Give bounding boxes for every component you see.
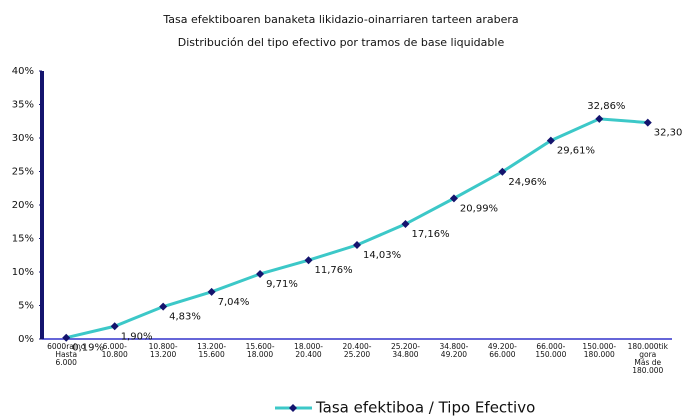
y-tick-label: 15% <box>12 234 34 245</box>
marker <box>643 118 652 127</box>
legend-label: Tasa efektiboa / Tipo Efectivo <box>315 399 535 417</box>
marker <box>401 220 410 229</box>
x-tick-label: 150.000- 180.000 <box>582 342 617 359</box>
x-tick-label: 6000raino Hasta 6.000 <box>47 342 86 367</box>
value-label: 29,61% <box>557 146 595 157</box>
value-label: 4,83% <box>169 312 201 323</box>
marker <box>207 287 216 296</box>
chart-title: Tasa efektiboaren banaketa likidazio-oin… <box>162 13 518 26</box>
marker <box>498 167 507 176</box>
x-tick-label: 25.200- 34.800 <box>390 342 420 359</box>
marker <box>304 256 313 265</box>
x-tick-label: 20.400- 25.200 <box>342 342 372 359</box>
value-label: 32,86% <box>587 101 625 112</box>
y-tick-label: 5% <box>18 301 34 312</box>
x-tick-label: 34.800- 49.200 <box>439 342 469 359</box>
x-tick-label: 18.000- 20.400 <box>294 342 323 359</box>
x-tick-label: 6.000- 10.800 <box>101 342 128 359</box>
marker <box>62 333 71 342</box>
value-label: 20,99% <box>460 203 498 214</box>
marker <box>256 269 265 278</box>
y-tick-label: 20% <box>12 200 34 211</box>
value-label: 17,16% <box>411 229 449 240</box>
value-label: 24,96% <box>508 177 546 188</box>
x-tick-label: 15.600- 18.000 <box>245 342 275 359</box>
y-tick-label: 25% <box>12 167 34 178</box>
x-tick-label: 66.000- 150.000 <box>535 342 567 359</box>
value-label: 32,30% <box>654 128 683 139</box>
x-tick-label: 13.200- 15.600 <box>197 342 227 359</box>
value-label: 0,19% <box>72 343 104 354</box>
legend-marker <box>289 404 297 412</box>
marker <box>353 240 361 249</box>
y-tick-label: 0% <box>18 334 34 345</box>
y-tick-label: 10% <box>12 267 34 278</box>
y-tick-label: 30% <box>12 133 34 144</box>
value-label: 11,76% <box>315 265 353 276</box>
y-tick-label: 35% <box>12 100 34 111</box>
marker <box>595 114 604 123</box>
marker <box>110 322 119 331</box>
value-label: 9,71% <box>266 279 298 290</box>
x-tick-label: 180.000tik gora Más de 180.000 <box>627 342 668 375</box>
y-tick-label: 40% <box>12 66 34 77</box>
marker <box>159 302 168 311</box>
value-label: 1,90% <box>121 331 153 342</box>
x-tick-label: 49.200- 66.000 <box>487 342 517 359</box>
marker <box>449 194 458 203</box>
x-tick-label: 10.800- 13.200 <box>148 342 178 359</box>
value-label: 7,04% <box>218 297 250 308</box>
chart-subtitle: Distribución del tipo efectivo por tramo… <box>178 36 505 49</box>
value-label: 14,03% <box>363 250 401 261</box>
marker <box>546 136 555 145</box>
